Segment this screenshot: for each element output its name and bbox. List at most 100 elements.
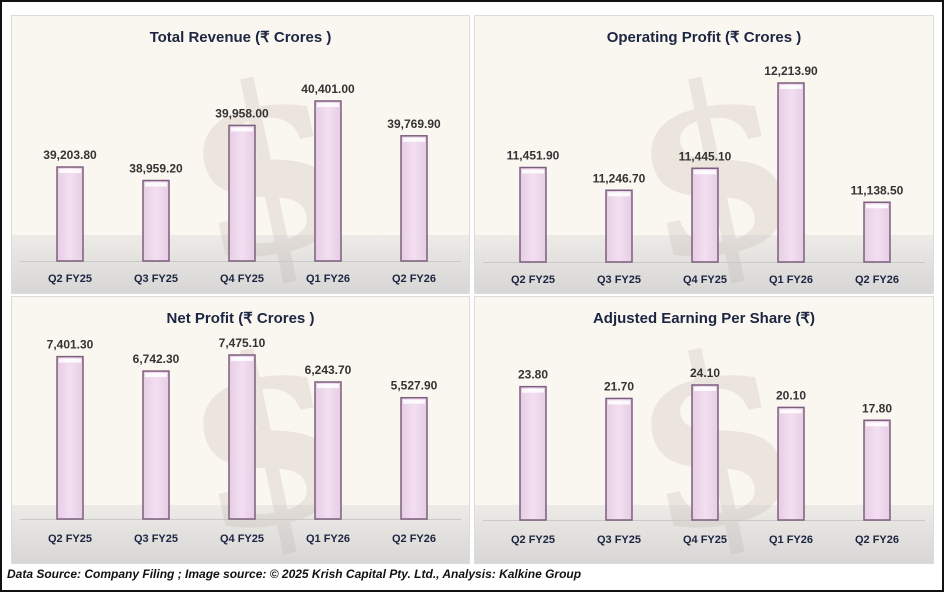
bar-chart: 39,203.80 Q2 FY25 38,959.20 Q3 FY25 39,958.0…: [20, 82, 461, 285]
bar-group: 11,451.90 Q2 FY25: [507, 149, 560, 286]
x-tick-label: Q4 FY25: [220, 273, 264, 285]
x-tick-label: Q2 FY25: [511, 274, 555, 286]
data-label: 5,527.90: [391, 379, 438, 393]
bar-chart: 11,451.90 Q2 FY25 11,246.70 Q3 FY25 11,445.1…: [483, 64, 925, 286]
x-tick-label: Q4 FY25: [220, 533, 264, 545]
bar: [314, 100, 342, 262]
data-label: 11,138.50: [851, 183, 904, 197]
bar-highlight: [317, 103, 339, 107]
data-label: 38,959.20: [129, 162, 183, 176]
chart-title: Adjusted Earning Per Share (₹): [592, 310, 816, 327]
x-tick-label: Q2 FY25: [48, 533, 92, 545]
x-tick-label: Q2 FY25: [48, 273, 92, 285]
bar-group: 39,958.00 Q4 FY25: [215, 106, 269, 285]
data-label: 6,243.70: [305, 363, 352, 377]
bar: [863, 419, 891, 521]
bar: [605, 397, 633, 521]
bar: [605, 189, 633, 263]
data-label: 7,475.10: [219, 336, 266, 350]
bar-chart: 23.80 Q2 FY25 21.70 Q3 FY25 24.10 Q4 FY25 20.1…: [483, 366, 925, 546]
x-tick-label: Q2 FY26: [392, 533, 436, 545]
bar-group: 39,769.90 Q2 FY26: [387, 117, 441, 285]
bar-highlight: [145, 182, 167, 187]
bar-chart: 7,401.30 Q2 FY25 6,742.30 Q3 FY25 7,475.10 Q4…: [20, 336, 461, 545]
bar-group: 40,401.00 Q1 FY26: [301, 82, 355, 285]
bar-highlight: [522, 388, 544, 393]
data-label: 6,742.30: [133, 352, 180, 366]
bar: [400, 135, 428, 262]
bar: [863, 201, 891, 263]
bar: [519, 385, 547, 521]
x-tick-label: Q3 FY25: [597, 534, 641, 546]
bar-group: 11,445.10 Q4 FY25: [679, 149, 732, 286]
x-tick-label: Q1 FY26: [306, 533, 350, 545]
x-tick-label: Q4 FY25: [683, 274, 727, 286]
x-tick-label: Q1 FY26: [769, 534, 813, 546]
x-tick-label: Q4 FY25: [683, 534, 727, 546]
adjusted-eps-panel: $ Adjusted Earning Per Share (₹) 23.80Q2…: [474, 296, 934, 564]
data-label: 11,246.70: [593, 171, 646, 185]
chart-title: Operating Profit (₹ Crores ): [606, 29, 802, 46]
bar: [314, 381, 342, 520]
bar-highlight: [59, 358, 81, 363]
bar: [56, 355, 84, 520]
data-label: 7,401.30: [47, 338, 94, 352]
bar-group: 23.80 Q2 FY25: [511, 368, 555, 546]
bar-group: 6,742.30 Q3 FY25: [133, 352, 180, 545]
data-label: 20.10: [776, 388, 806, 402]
bar-highlight: [522, 169, 544, 174]
bar-group: 7,475.10 Q4 FY25: [219, 336, 266, 545]
bar-group: 5,527.90 Q2 FY26: [391, 379, 438, 545]
data-label: 12,213.90: [764, 64, 818, 78]
bar-highlight: [694, 387, 716, 391]
bar: [777, 82, 805, 263]
bar-highlight: [608, 192, 630, 197]
x-tick-label: Q2 FY25: [511, 534, 555, 546]
bar-group: 11,138.50 Q2 FY26: [851, 183, 904, 286]
bar-group: 6,243.70 Q1 FY26: [305, 363, 352, 545]
bar-group: 38,959.20 Q3 FY25: [129, 162, 183, 285]
operating-profit-panel: $ Operating Profit (₹ Crores ) 11,451.90…: [474, 15, 934, 294]
bar: [400, 396, 428, 520]
x-tick-label: Q2 FY26: [855, 274, 899, 286]
footer-source-note: Data Source: Company Filing ; Image sour…: [7, 567, 582, 581]
data-label: 21.70: [604, 379, 634, 393]
bar-highlight: [231, 357, 253, 361]
bar: [142, 179, 170, 262]
bar-highlight: [780, 85, 802, 89]
bar: [228, 354, 256, 520]
total-revenue-panel: $ Total Revenue (₹ Crores ) 39,203.80 Q2 …: [11, 15, 470, 294]
bar-highlight: [608, 400, 630, 405]
bar-highlight: [780, 409, 802, 414]
data-label: 40,401.00: [301, 82, 355, 96]
data-label: 24.10: [690, 366, 720, 380]
bar-highlight: [694, 170, 716, 175]
chart-title: Net Profit (₹ Crores ): [166, 310, 315, 327]
bar-highlight: [866, 422, 888, 427]
bar: [142, 370, 170, 520]
bar-highlight: [145, 373, 167, 378]
bar: [777, 406, 805, 521]
bar-highlight: [403, 137, 425, 142]
bar-highlight: [403, 399, 425, 404]
data-label: 39,958.00: [215, 106, 269, 120]
data-label: 23.80: [518, 368, 548, 382]
bar-highlight: [59, 169, 81, 174]
bar-highlight: [317, 384, 339, 389]
bar: [691, 384, 719, 521]
bar-group: 11,246.70 Q3 FY25: [593, 171, 646, 286]
data-label: 11,451.90: [507, 149, 560, 163]
bar-group: 21.70 Q3 FY25: [597, 379, 641, 546]
bar-group: 24.10 Q4 FY25: [683, 366, 727, 546]
bar-highlight: [231, 127, 253, 132]
bar: [691, 167, 719, 263]
bar-group: 12,213.90 Q1 FY26: [764, 64, 818, 286]
bar-highlight: [866, 204, 888, 209]
x-tick-label: Q3 FY25: [597, 274, 641, 286]
x-tick-label: Q1 FY26: [769, 274, 813, 286]
x-tick-label: Q1 FY26: [306, 273, 350, 285]
data-label: 39,769.90: [387, 117, 441, 131]
data-label: 17.80: [862, 401, 892, 415]
bar: [228, 124, 256, 262]
bar-group: 7,401.30 Q2 FY25: [47, 338, 94, 545]
